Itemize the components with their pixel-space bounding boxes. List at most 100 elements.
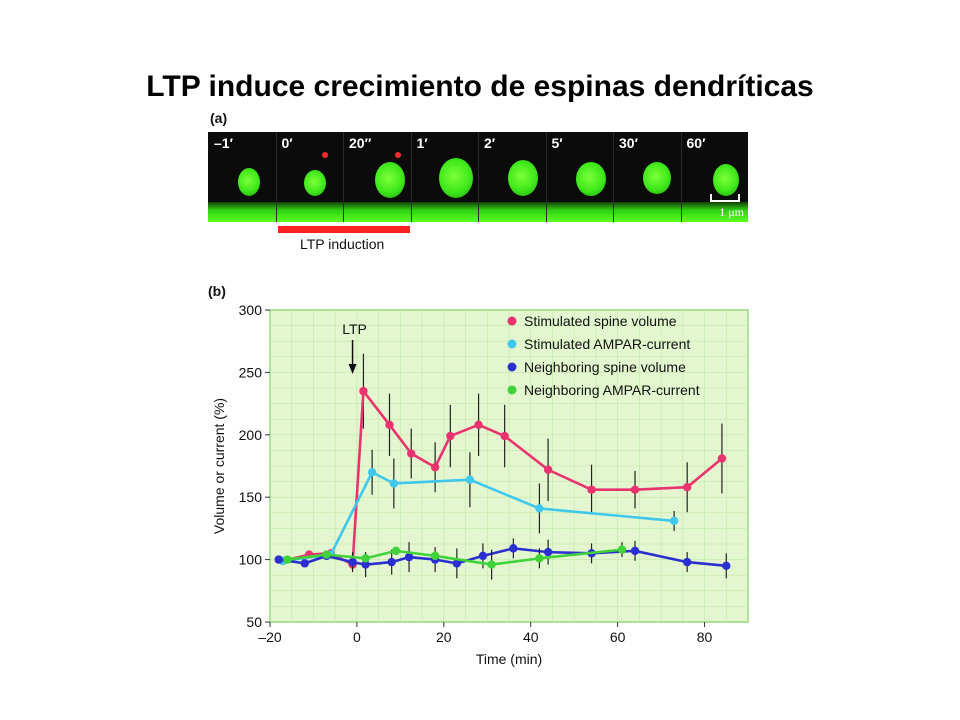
data-point — [430, 463, 440, 472]
data-point — [669, 516, 679, 526]
image-frame: 60′ — [681, 132, 747, 222]
data-point — [391, 546, 401, 556]
data-point — [630, 546, 640, 556]
image-frame: 20″ — [343, 132, 409, 222]
legend-label: Neighboring spine volume — [524, 359, 686, 375]
y-tick-label: 300 — [239, 302, 263, 318]
data-point — [487, 560, 496, 569]
legend-label: Stimulated spine volume — [524, 313, 677, 329]
frame-divider — [343, 132, 344, 222]
dendritic-spine — [375, 162, 405, 198]
frame-divider — [410, 132, 412, 222]
frame-time-label: –1′ — [214, 135, 233, 151]
dendritic-spine — [712, 164, 739, 196]
frame-divider — [680, 132, 682, 222]
legend-marker — [507, 316, 517, 326]
frame-time-label: 30′ — [619, 135, 638, 151]
stimulation-marker — [395, 152, 401, 158]
spine-image-strip: 1 μm –1′ 0′ 20″ 1′ 2′ 5′ 30′ 60′ — [208, 132, 748, 222]
frame-time-label: 20″ — [349, 135, 372, 151]
series-line — [287, 548, 623, 566]
dendritic-spine — [438, 158, 473, 198]
data-point — [500, 431, 509, 441]
scale-bar — [710, 194, 740, 202]
data-point — [682, 557, 692, 567]
scale-bar-label: 1 μm — [719, 205, 744, 219]
dendritic-spine — [575, 162, 606, 196]
series-group — [283, 542, 627, 580]
legend-label: Stimulated AMPAR-current — [524, 336, 690, 352]
data-point — [478, 551, 488, 561]
data-point — [722, 561, 731, 571]
dendritic-spine — [643, 162, 671, 194]
data-point — [465, 475, 475, 484]
data-point — [535, 554, 544, 563]
image-frame: 2′ — [478, 132, 544, 222]
data-point — [367, 468, 377, 477]
x-tick-label: 80 — [697, 629, 713, 645]
dendritic-spine — [303, 170, 326, 196]
frame-divider — [275, 132, 277, 222]
data-point — [387, 557, 396, 567]
data-point — [617, 545, 627, 554]
data-point — [359, 386, 368, 396]
data-point — [407, 449, 416, 458]
y-tick-label: 200 — [239, 427, 263, 443]
data-point — [322, 550, 331, 559]
panel-b-chart: (b) –20 0 20 40 60 80 50 100 150 200 250 300 Stimul… — [200, 280, 760, 680]
x-tick-label: 0 — [353, 629, 361, 645]
data-point — [543, 465, 553, 474]
slide-title: LTP induce crecimiento de espinas dendrí… — [146, 70, 814, 103]
frame-divider — [545, 132, 547, 222]
data-point — [630, 485, 640, 494]
frame-time-label: 0′ — [281, 135, 293, 151]
x-axis-label: Time (min) — [476, 651, 542, 667]
data-point — [274, 555, 283, 564]
y-tick-label: 250 — [239, 364, 263, 380]
frame-time-label: 60′ — [686, 135, 706, 151]
frame-time-label: 2′ — [484, 135, 496, 151]
series-line — [278, 547, 727, 568]
dendritic-spine — [238, 168, 260, 196]
legend-marker — [507, 385, 517, 395]
frame-divider — [613, 132, 614, 222]
stimulation-marker — [321, 152, 328, 158]
data-point — [300, 559, 309, 568]
frame-time-label: 5′ — [551, 135, 563, 151]
dendritic-spine — [508, 160, 538, 196]
data-point — [509, 544, 518, 553]
data-point — [404, 552, 414, 562]
data-point — [361, 560, 370, 569]
x-tick-label: –20 — [258, 629, 282, 645]
data-point — [474, 420, 483, 430]
frame-time-label: 1′ — [416, 135, 428, 151]
y-tick-label: 100 — [239, 552, 263, 568]
image-frame: –1′ — [208, 132, 274, 222]
data-point — [361, 554, 370, 563]
data-point — [385, 420, 394, 430]
data-point — [452, 559, 462, 568]
panel-a-image-sequence: (a) 1 μm –1′ 0′ 20″ 1′ 2′ 5′ 30′ 60′ LTP induct… — [208, 110, 748, 260]
data-point — [446, 431, 455, 441]
data-point — [535, 504, 544, 513]
data-point — [430, 551, 440, 561]
ltp-induction-label: LTP induction — [300, 236, 385, 252]
ltp-annotation-label: LTP — [342, 321, 367, 337]
chart-svg: (b) –20 0 20 40 60 80 50 100 150 200 250 300 Stimul… — [208, 283, 749, 667]
data-point — [348, 557, 357, 567]
legend-marker — [507, 339, 517, 349]
data-point — [389, 479, 399, 488]
ltp-arrow-head — [348, 364, 357, 374]
image-frame: 0′ — [276, 132, 342, 222]
y-tick-label: 50 — [246, 614, 262, 630]
image-frame: 30′ — [613, 132, 679, 222]
x-tick-label: 40 — [523, 629, 539, 645]
legend-label: Neighboring AMPAR-current — [524, 382, 700, 398]
x-tick-label: 20 — [436, 629, 452, 645]
image-frame: 5′ — [546, 132, 612, 222]
y-axis-label: Volume or current (%) — [211, 398, 227, 534]
data-point — [587, 485, 596, 494]
frame-divider — [478, 132, 479, 222]
data-point — [682, 483, 692, 492]
x-tick-label: 60 — [610, 629, 626, 645]
